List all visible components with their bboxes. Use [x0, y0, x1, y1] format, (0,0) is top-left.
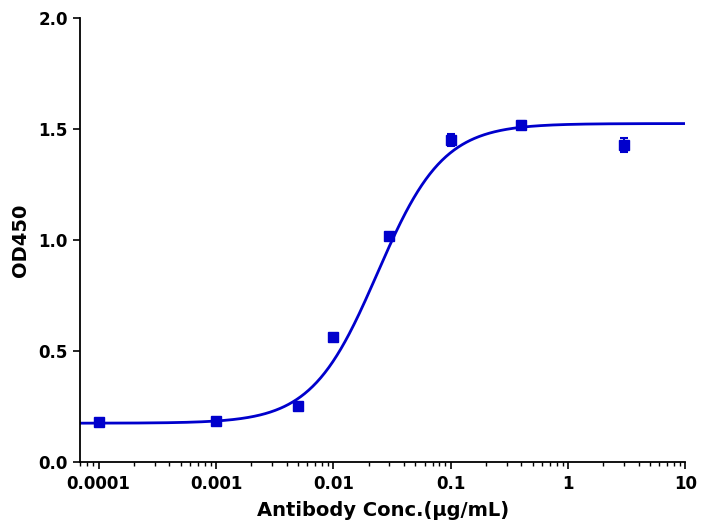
Y-axis label: OD450: OD450 [11, 203, 30, 277]
X-axis label: Antibody Conc.(μg/mL): Antibody Conc.(μg/mL) [257, 501, 509, 520]
